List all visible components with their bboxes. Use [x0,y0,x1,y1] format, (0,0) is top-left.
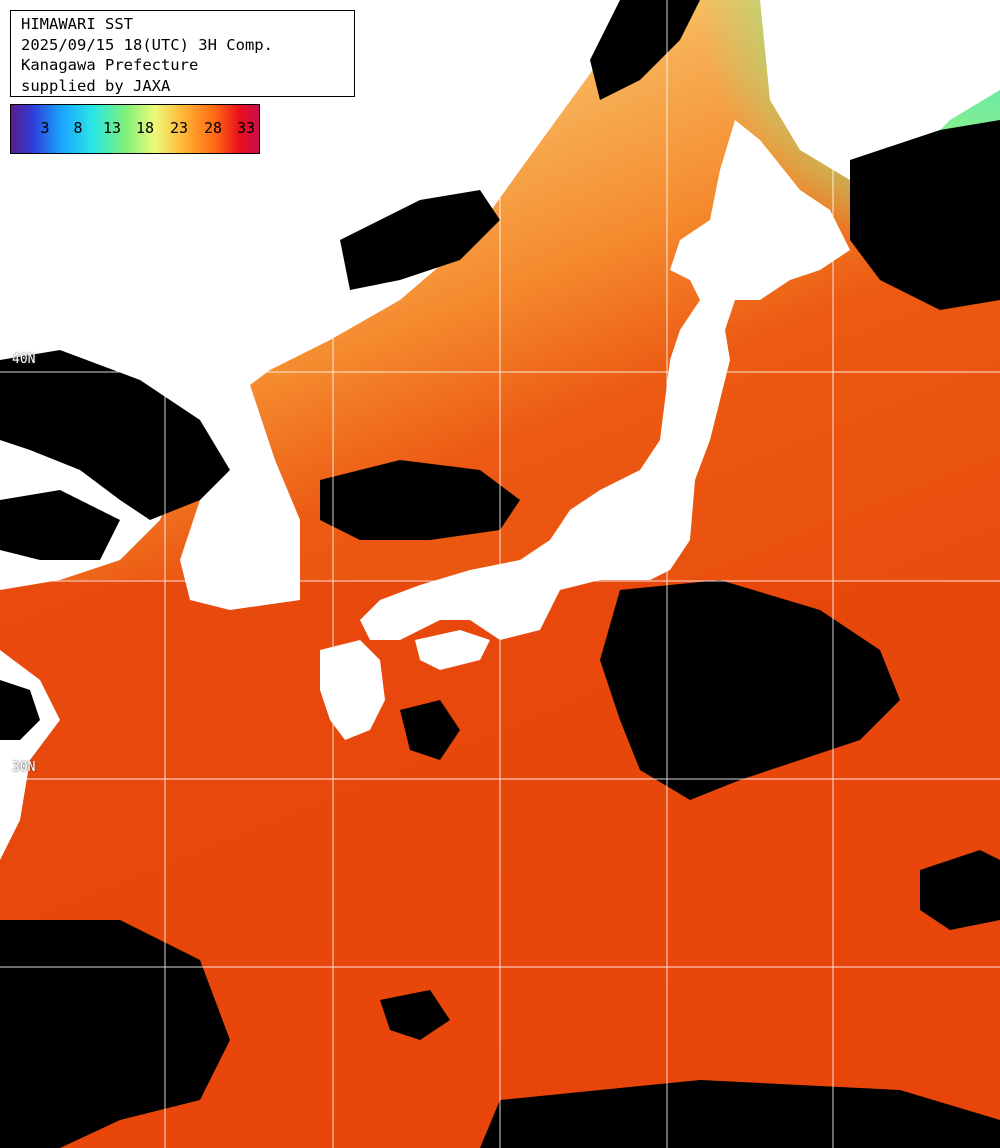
map-credit: supplied by JAXA [21,76,171,95]
lat-30-label: 30N [12,760,36,775]
color-scale-legend: 3 8 13 18 23 28 33 [10,104,260,154]
scale-tick: 18 [135,119,155,137]
scale-tick: 28 [203,119,223,137]
map-datetime: 2025/09/15 18(UTC) 3H Comp. [21,35,273,54]
land-kyushu [320,640,385,740]
land-shikoku [415,630,490,670]
map-info-box: HIMAWARI SST 2025/09/15 18(UTC) 3H Comp.… [10,10,355,97]
scale-tick: 8 [73,119,83,137]
land-hokkaido [760,0,1000,180]
scale-tick: 33 [236,119,256,137]
lat-40-label: 40N [12,352,36,367]
map-title: HIMAWARI SST [21,15,133,33]
land-honshu [360,120,850,640]
map-region: Kanagawa Prefecture [21,56,199,74]
scale-tick: 23 [169,119,189,137]
scale-tick: 3 [40,119,50,137]
scale-tick: 13 [102,119,122,137]
color-scale-gradient [11,105,259,153]
